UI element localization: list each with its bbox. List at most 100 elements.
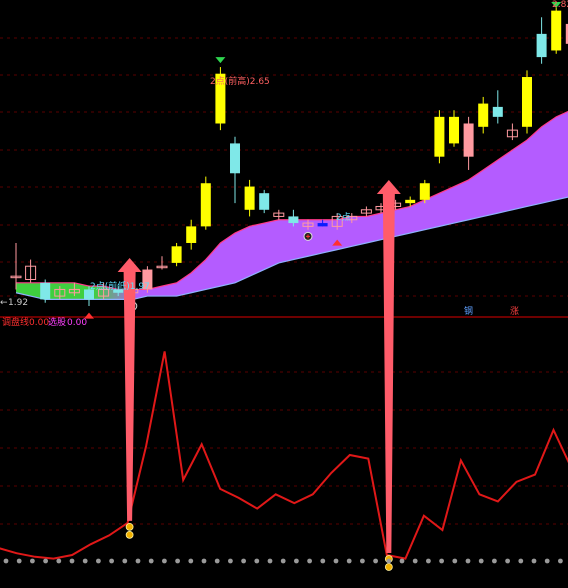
baseline-dot [386, 558, 392, 564]
signal-arrow-up-icon [376, 180, 401, 553]
baseline-dot [346, 558, 352, 564]
band-area [16, 111, 568, 300]
baseline-dot [30, 558, 35, 564]
indicator-line-series [0, 351, 568, 560]
baseline-dot [320, 558, 326, 564]
baseline-dot [280, 558, 286, 564]
baseline-dot [201, 558, 207, 564]
baseline-dot [505, 558, 510, 564]
candle-body [449, 116, 459, 144]
baseline-dot [96, 558, 101, 564]
candle-body [331, 215, 343, 227]
indicator-line [0, 351, 568, 560]
candle-body [405, 199, 416, 204]
baseline-dot [56, 558, 62, 564]
price-label-high: 2点(前高)2.65 [210, 75, 270, 87]
candle-body [259, 193, 270, 210]
legend-item1-value: 0.00 [29, 318, 49, 328]
candle-body [98, 288, 110, 297]
signal-arrow-up-icon [117, 258, 142, 521]
candle-body [10, 275, 22, 279]
baseline-dot [109, 558, 114, 564]
candle-body [478, 103, 489, 127]
candle-body [522, 77, 532, 127]
price-label-low: 2点(前低)1.97 [90, 280, 150, 292]
legend-item2-name: 选股 [48, 316, 66, 328]
price-label-mid: 2点 [336, 212, 351, 223]
badge-two: 涨 [510, 306, 519, 317]
baseline-dot [439, 558, 444, 564]
candle-body [273, 212, 285, 217]
baseline-dot [478, 558, 484, 564]
baseline-dot [412, 558, 418, 564]
candle-body [492, 106, 503, 117]
candle-body [186, 226, 197, 243]
baseline-dot [399, 558, 405, 564]
baseline-dot [544, 558, 550, 564]
baseline-dot [3, 558, 9, 564]
baseline-dot [162, 558, 167, 564]
grid-lines [0, 37, 568, 525]
candle-body [244, 186, 255, 210]
candle-body [156, 265, 168, 269]
candle-body [302, 222, 314, 227]
badge-one: 钢 [464, 305, 473, 317]
candle-body [434, 116, 445, 157]
baseline-dot [360, 558, 365, 564]
green-arrow-down-icon [551, 2, 562, 8]
price-label-top-right: 2.82 [552, 0, 568, 10]
baseline-dot [426, 558, 431, 564]
candle-body [142, 269, 153, 290]
candle-body [113, 289, 124, 293]
baseline-dot [558, 558, 563, 564]
band-lower-edge [15, 196, 568, 301]
candle-body [25, 265, 37, 280]
candle-body [551, 10, 562, 51]
candle-body [200, 183, 211, 227]
candle-body [536, 33, 547, 58]
baseline-dot [69, 558, 75, 564]
baseline-dot [531, 558, 537, 564]
candle-body [317, 223, 328, 227]
candle-body [463, 123, 474, 157]
baseline-dots [3, 558, 563, 564]
baseline-dot [122, 558, 128, 564]
candle-body [68, 288, 80, 294]
baseline-dot [148, 558, 154, 564]
candle-body [171, 246, 182, 263]
signal-coin-icon [384, 563, 393, 571]
baseline-dot [373, 558, 378, 564]
baseline-dot [214, 558, 220, 564]
candle-body [288, 216, 299, 224]
baseline-dot [135, 558, 141, 564]
candle-body [419, 183, 430, 200]
baseline-dot [518, 558, 524, 564]
plus-circle-icon-cross [306, 234, 310, 239]
baseline-dot [241, 558, 247, 564]
candle-body [215, 73, 226, 124]
baseline-dot [16, 558, 22, 564]
baseline-dot [254, 558, 260, 564]
candle-body [360, 209, 372, 214]
candle-body [54, 288, 66, 297]
legend-item1-name: 调盘线 [2, 316, 29, 328]
candle-body [506, 129, 518, 138]
candle-body [346, 215, 358, 221]
baseline-dot [333, 558, 339, 564]
price-label-min: 1.92 [8, 298, 28, 308]
legend-item2-value: 0.00 [67, 318, 87, 328]
candle-body [84, 289, 94, 300]
baseline-dot [294, 558, 299, 564]
baseline-dot [175, 558, 181, 564]
signal-coin-icon [125, 522, 134, 531]
baseline-dot [307, 558, 312, 564]
lower-panel-legend: 调盘线 0.00 选股 0.00 [2, 316, 87, 328]
candle-body [230, 143, 240, 174]
candle-body [565, 23, 568, 44]
red-triangle-up-icon [332, 239, 343, 246]
baseline-dot [452, 558, 458, 564]
baseline-dot [43, 558, 48, 564]
baseline-dot [492, 558, 497, 564]
green-arrow-down-icon [215, 57, 226, 64]
